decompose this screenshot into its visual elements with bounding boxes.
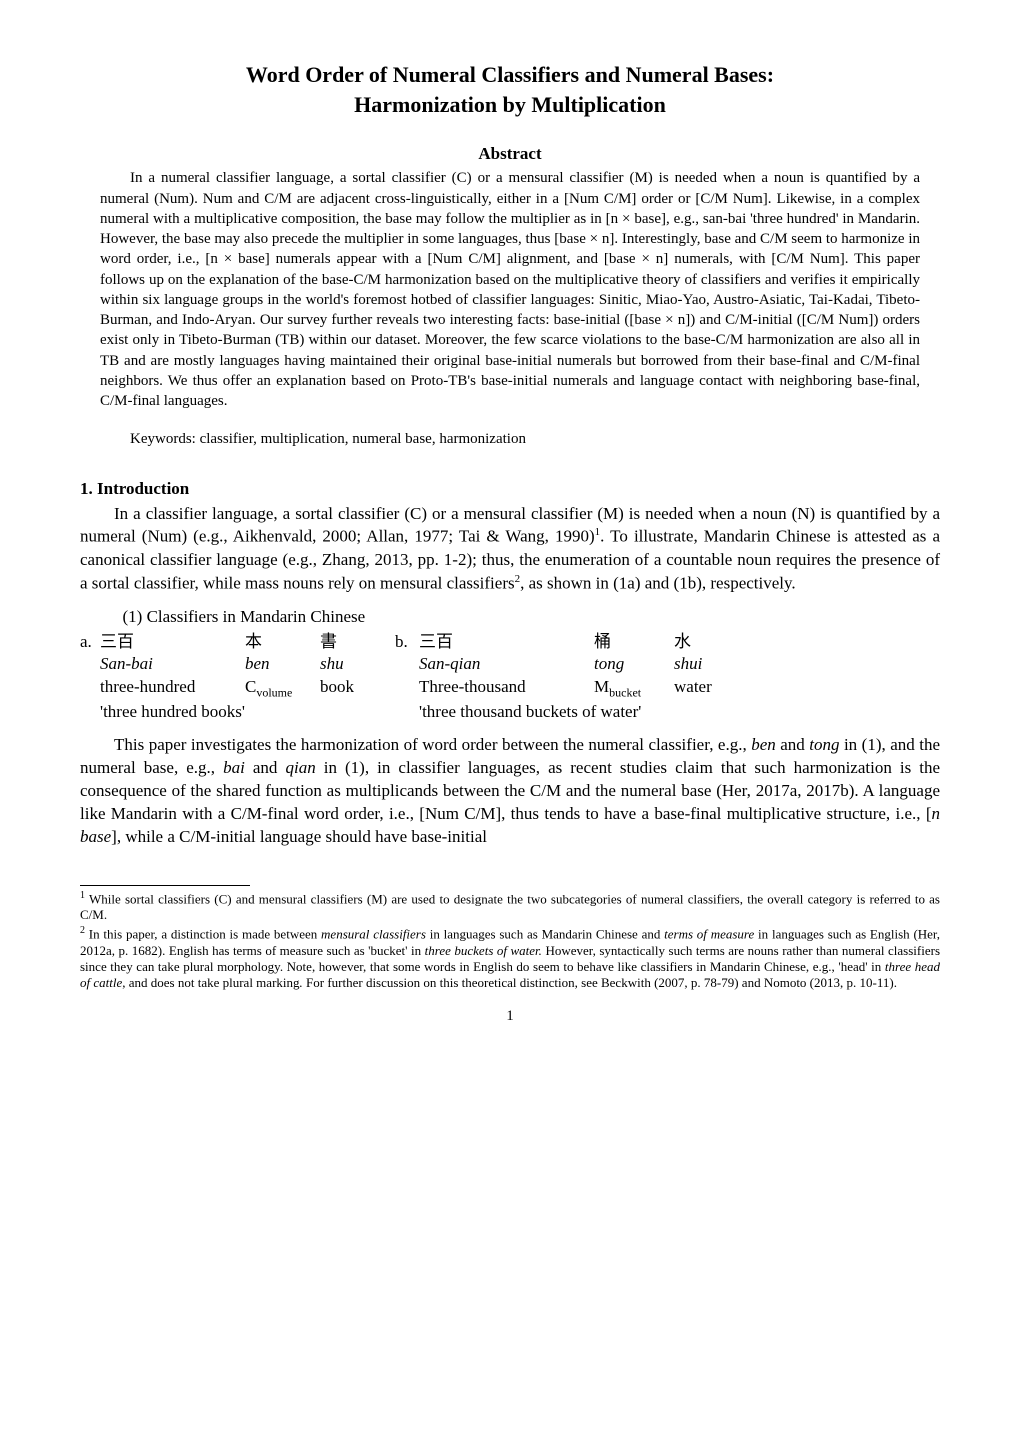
ex-b-cjk-2: 桶 — [594, 631, 674, 654]
example-1-grid: a. 三百 本 書 b. 三百 桶 水 San-bai ben shu San-… — [80, 631, 940, 724]
footnote-2: 2 In this paper, a distinction is made b… — [80, 925, 940, 991]
section-1-heading: 1. Introduction — [80, 478, 940, 501]
ex-a-cjk-2: 本 — [245, 631, 320, 654]
ex-spacer — [80, 701, 100, 724]
footnote-2-b: in languages such as Mandarin Chinese an… — [426, 927, 664, 942]
para2-i3: bai — [223, 758, 245, 777]
ex-a-gloss-3: book — [320, 676, 395, 701]
abstract-heading: Abstract — [80, 143, 940, 166]
ex-b-label: b. — [395, 631, 419, 654]
para2-i2: tong — [809, 735, 839, 754]
ex-spacer — [80, 653, 100, 676]
ex-a-translation: 'three hundred books' — [100, 701, 395, 724]
intro-paragraph-2: This paper investigates the harmonizatio… — [80, 734, 940, 849]
ex-spacer — [395, 701, 419, 724]
ex-a-rom-2: ben — [245, 653, 320, 676]
ex-a-gloss-2: Cvolume — [245, 676, 320, 701]
ex-b-gloss-1: Three-thousand — [419, 676, 594, 701]
footnote-2-a: In this paper, a distinction is made bet… — [85, 927, 321, 942]
ex-a-rom-1: San-bai — [100, 653, 245, 676]
ex-a-cjk-1: 三百 — [100, 631, 245, 654]
ex-b-rom-2: tong — [594, 653, 674, 676]
example-1-title: (1) Classifiers in Mandarin Chinese — [80, 606, 940, 629]
footnote-divider — [80, 885, 250, 886]
footnote-1-text: While sortal classifiers (C) and mensura… — [80, 891, 940, 922]
ex-a-gloss-2-sub: volume — [256, 686, 292, 700]
ex-a-cjk-3: 書 — [320, 631, 395, 654]
footnote-2-i1: mensural classifiers — [321, 927, 426, 942]
footnote-2-i2: terms of measure — [664, 927, 754, 942]
ex-b-cjk-3: 水 — [674, 631, 749, 654]
ex-a-rom-3: shu — [320, 653, 395, 676]
para2-d: and — [245, 758, 286, 777]
keywords-line: Keywords: classifier, multiplication, nu… — [100, 429, 920, 449]
ex-b-rom-1: San-qian — [419, 653, 594, 676]
ex-spacer — [395, 653, 419, 676]
paper-title: Word Order of Numeral Classifiers and Nu… — [80, 60, 940, 119]
ex-b-rom-3: shui — [674, 653, 749, 676]
abstract-body: In a numeral classifier language, a sort… — [100, 168, 920, 411]
ex-b-gloss-3: water — [674, 676, 749, 701]
footnote-1: 1 While sortal classifiers (C) and mensu… — [80, 890, 940, 924]
ex-b-gloss-2-sub: bucket — [609, 686, 641, 700]
intro-paragraph-1: In a classifier language, a sortal class… — [80, 503, 940, 596]
ex-spacer — [395, 676, 419, 701]
ex-a-gloss-1: three-hundred — [100, 676, 245, 701]
footnote-2-e: , and does not take plural marking — [122, 975, 299, 990]
para2-f: ], while a C/M-initial language should h… — [111, 827, 487, 846]
para2-i1: ben — [751, 735, 776, 754]
ex-a-gloss-2-pre: C — [245, 677, 256, 696]
ex-b-gloss-2-pre: M — [594, 677, 609, 696]
ex-b-translation: 'three thousand buckets of water' — [419, 701, 749, 724]
ex-b-gloss-2: Mbucket — [594, 676, 674, 701]
footnote-2-i3: three buckets of water. — [425, 943, 542, 958]
para2-i4: qian — [285, 758, 315, 777]
para2-b: and — [776, 735, 810, 754]
para2-a: This paper investigates the harmonizatio… — [114, 735, 751, 754]
footnote-2-f: For further discussion on this theoretic… — [303, 975, 897, 990]
ex-spacer — [80, 676, 100, 701]
page-number: 1 — [80, 1006, 940, 1026]
para1-text-c: , as shown in (1a) and (1b), respectivel… — [520, 574, 796, 593]
title-line-1: Word Order of Numeral Classifiers and Nu… — [246, 62, 774, 87]
ex-a-label: a. — [80, 631, 100, 654]
ex-b-cjk-1: 三百 — [419, 631, 594, 654]
title-line-2: Harmonization by Multiplication — [354, 92, 666, 117]
